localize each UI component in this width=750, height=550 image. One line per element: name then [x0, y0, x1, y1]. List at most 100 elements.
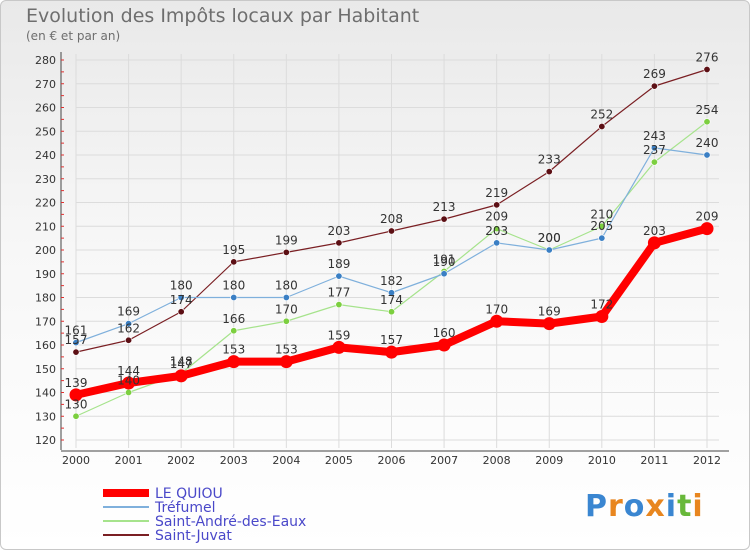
- x-tick-label: 2005: [325, 454, 353, 467]
- y-tick-label: 230: [35, 173, 56, 186]
- data-point: [230, 327, 238, 335]
- data-point: [385, 345, 398, 359]
- data-point: [545, 246, 553, 254]
- y-tick-label: 120: [35, 434, 56, 447]
- data-point: [69, 388, 83, 402]
- data-label: 157: [65, 333, 88, 347]
- data-label: 169: [538, 305, 561, 319]
- x-tick-label: 2001: [115, 454, 143, 467]
- data-point: [279, 355, 293, 369]
- data-point: [440, 215, 448, 223]
- y-tick-label: 160: [35, 339, 56, 352]
- data-point: [335, 239, 343, 247]
- x-tick-label: 2008: [483, 454, 511, 467]
- grid: [75, 54, 719, 448]
- data-label: 219: [485, 186, 508, 200]
- data-label: 159: [327, 328, 350, 342]
- data-point: [230, 293, 238, 301]
- logo-letter: i: [692, 489, 704, 524]
- data-label: 213: [433, 200, 456, 214]
- data-label: 174: [170, 293, 193, 307]
- data-label: 169: [117, 305, 140, 319]
- data-label: 203: [485, 224, 508, 238]
- data-label: 174: [380, 293, 403, 307]
- data-label: 203: [327, 224, 350, 238]
- y-tick-label: 150: [35, 363, 56, 376]
- data-point: [650, 82, 658, 90]
- data-point: [282, 248, 290, 256]
- x-tick-label: 2011: [640, 454, 668, 467]
- data-label: 172: [590, 298, 613, 312]
- y-tick-label: 250: [35, 125, 56, 138]
- series-lines: [69, 66, 714, 420]
- data-label: 209: [696, 210, 719, 224]
- data-point: [282, 293, 290, 301]
- data-label: 139: [65, 376, 88, 390]
- data-point: [437, 338, 451, 352]
- data-point: [335, 301, 343, 309]
- data-point: [598, 123, 606, 131]
- data-label: 237: [643, 143, 666, 157]
- legend-label: Tréfumel: [154, 500, 216, 516]
- data-label: 180: [170, 279, 193, 293]
- y-tick-label: 220: [35, 197, 56, 210]
- data-point: [282, 317, 290, 325]
- data-label: 157: [380, 333, 403, 347]
- data-point: [493, 225, 501, 233]
- data-point: [595, 310, 609, 323]
- logo-letter: t: [677, 489, 693, 524]
- y-tick-label: 260: [35, 102, 56, 115]
- data-label: 130: [65, 397, 88, 411]
- data-label: 170: [275, 302, 298, 316]
- data-label: 240: [696, 136, 719, 150]
- data-label: 252: [590, 108, 613, 122]
- data-point: [125, 336, 133, 344]
- data-point: [72, 412, 80, 420]
- data-point: [598, 222, 606, 230]
- data-point: [703, 66, 711, 74]
- logo-letter: P: [585, 489, 608, 524]
- data-label: 189: [327, 257, 350, 271]
- legend-label: Saint-André-des-Eaux: [155, 514, 306, 530]
- data-label: 209: [485, 210, 508, 224]
- data-point: [703, 118, 711, 126]
- data-label: 144: [117, 364, 140, 378]
- data-point: [493, 201, 501, 209]
- chart-subtitle: (en € et par an): [26, 29, 121, 43]
- x-tick-label: 2004: [272, 454, 300, 467]
- data-label: 243: [643, 129, 666, 143]
- logo-letter: x: [645, 489, 666, 524]
- data-label: 147: [170, 357, 193, 371]
- x-tick-label: 2002: [167, 454, 195, 467]
- y-tick-label: 180: [35, 292, 56, 305]
- x-tick-label: 2012: [693, 454, 721, 467]
- data-label: 233: [538, 153, 561, 167]
- data-point: [493, 239, 501, 247]
- data-point: [387, 308, 395, 316]
- data-label: 182: [380, 274, 403, 288]
- data-point: [598, 234, 606, 242]
- data-point: [122, 376, 136, 390]
- legend-label: Saint-Juvat: [155, 528, 232, 544]
- data-label: 170: [485, 302, 508, 316]
- data-label: 200: [538, 231, 561, 245]
- data-labels: 157 162 174 195 199 203 208 213 219 233 252 269 276 1…: [65, 51, 719, 412]
- data-label: 180: [222, 279, 245, 293]
- y-tick-label: 280: [35, 54, 56, 67]
- data-label: 162: [117, 321, 140, 335]
- data-point: [440, 270, 448, 278]
- data-label: 148: [170, 355, 193, 369]
- data-point: [72, 348, 80, 356]
- data-label: 153: [222, 343, 245, 357]
- data-point: [230, 258, 238, 266]
- x-tick-label: 2009: [535, 454, 563, 467]
- y-tick-label: 210: [35, 220, 56, 233]
- logo-letter: r: [608, 489, 624, 524]
- data-point: [332, 340, 346, 354]
- data-point: [542, 317, 556, 331]
- y-tick-label: 130: [35, 410, 56, 423]
- data-point: [125, 320, 133, 328]
- data-point: [545, 168, 553, 176]
